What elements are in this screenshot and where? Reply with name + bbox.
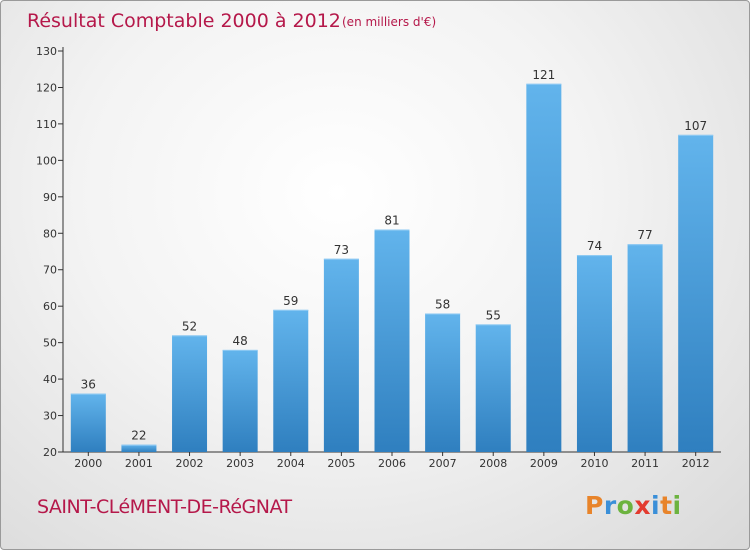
axes: 20 30 40 50 60 70 80 90 100 110 120 130 2000 2001 2002… <box>36 45 721 470</box>
bar <box>121 444 157 452</box>
bar <box>323 258 359 452</box>
data-label: 52 <box>182 319 197 333</box>
y-tick-label: 130 <box>36 45 57 58</box>
x-tick-label: 2007 <box>429 457 457 470</box>
y-tick-label: 120 <box>36 81 57 94</box>
brand-letter: i <box>672 491 682 520</box>
data-label: 107 <box>684 119 707 133</box>
y-tick-label: 110 <box>36 118 57 131</box>
brand-letter: r <box>603 491 617 520</box>
x-tick-label: 2005 <box>327 457 355 470</box>
data-label: 48 <box>233 334 248 348</box>
bar <box>627 244 663 452</box>
y-tick-label: 100 <box>36 154 57 167</box>
brand-letter: P <box>585 491 604 520</box>
x-tick-label: 2006 <box>378 457 406 470</box>
x-tick-label: 2003 <box>226 457 254 470</box>
brand-letter: i <box>651 491 661 520</box>
bar <box>172 335 208 452</box>
data-label: 59 <box>283 294 298 308</box>
chart-subtitle: (en milliers d'€) <box>342 15 436 29</box>
y-tick-label: 60 <box>43 300 57 313</box>
x-tick-label: 2001 <box>125 457 153 470</box>
data-label: 73 <box>334 243 349 257</box>
data-label: 36 <box>81 378 96 392</box>
x-tick-label: 2002 <box>176 457 204 470</box>
brand-letter: t <box>660 491 673 520</box>
bar <box>425 313 461 452</box>
data-label: 22 <box>131 429 146 443</box>
bar <box>678 134 714 452</box>
y-tick-label: 30 <box>43 410 57 423</box>
commune-name: SAINT-CLéMENT-DE-RéGNAT <box>37 496 292 518</box>
y-tick-label: 40 <box>43 373 57 386</box>
x-tick-label: 2008 <box>479 457 507 470</box>
brand-letter: x <box>634 491 651 520</box>
x-tick-label: 2012 <box>682 457 710 470</box>
x-tick-label: 2000 <box>74 457 102 470</box>
data-label: 74 <box>587 239 602 253</box>
brand-letter: o <box>616 491 635 520</box>
data-label: 58 <box>435 297 450 311</box>
bar <box>222 349 258 452</box>
bar <box>70 393 106 452</box>
bar <box>374 229 410 452</box>
y-tick-label: 50 <box>43 337 57 350</box>
x-tick-label: 2010 <box>580 457 608 470</box>
bar <box>273 309 309 452</box>
x-tick-label: 2011 <box>631 457 659 470</box>
x-tick-label: 2009 <box>530 457 558 470</box>
data-label: 55 <box>486 308 501 322</box>
bar <box>526 83 562 453</box>
data-label: 121 <box>532 68 555 82</box>
data-label: 77 <box>637 228 652 242</box>
brand-logo: Proxiti <box>585 491 682 520</box>
y-tick-label: 20 <box>43 446 57 459</box>
x-tick-label: 2004 <box>277 457 305 470</box>
y-tick-label: 80 <box>43 227 57 240</box>
bars: 36 22 52 48 59 73 81 58 55 121 74 77 107 <box>70 68 714 453</box>
bar <box>576 255 612 452</box>
y-tick-label: 70 <box>43 264 57 277</box>
data-label: 81 <box>384 214 399 228</box>
y-tick-label: 90 <box>43 191 57 204</box>
bar <box>475 324 511 452</box>
chart-title: Résultat Comptable 2000 à 2012 <box>27 10 341 32</box>
